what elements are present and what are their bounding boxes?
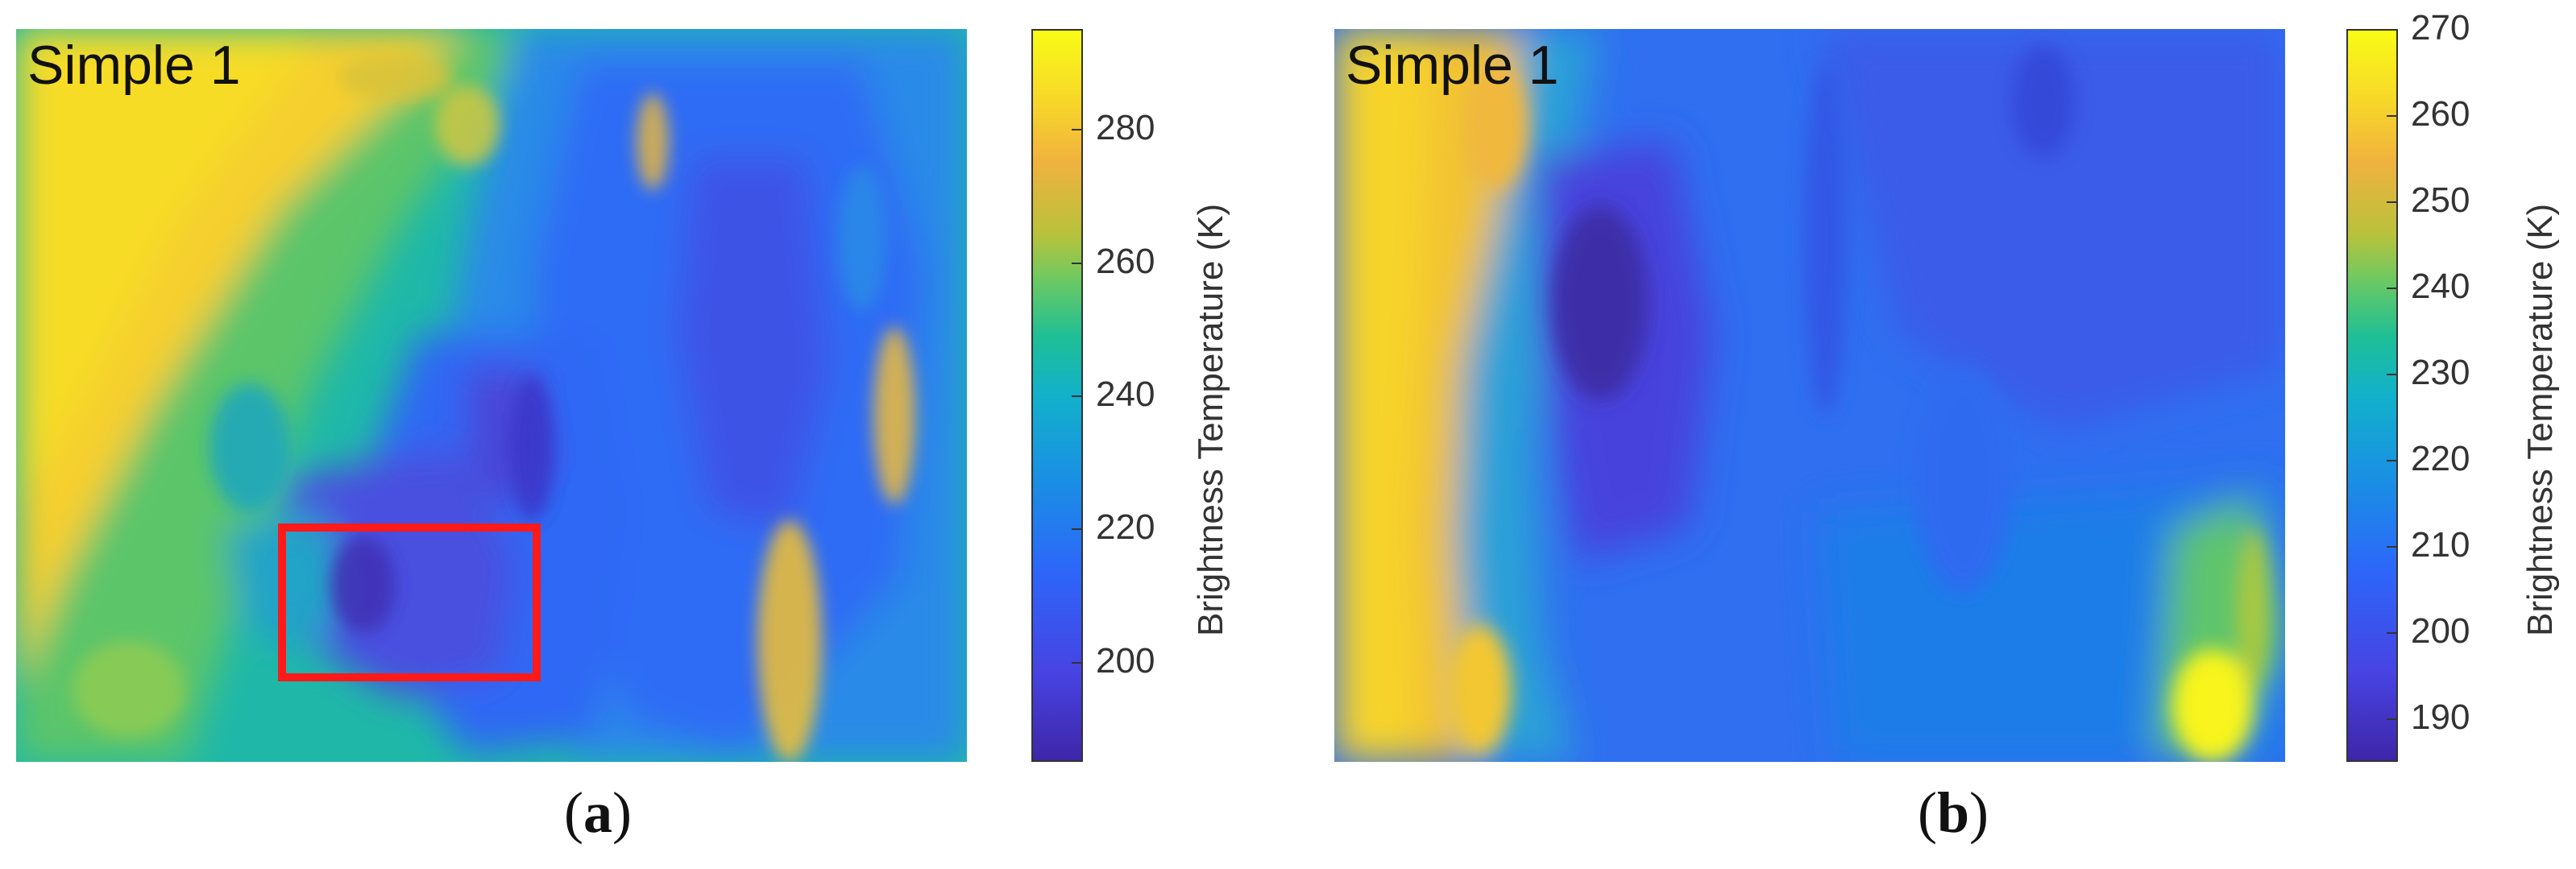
colorbar-b-tick-label: 270 — [2411, 8, 2470, 48]
panel-label-a: (a) — [564, 780, 632, 845]
colorbar-a-title: Brightness Temperature (K) — [1191, 203, 1230, 636]
colorbar-b-tick-mark — [2387, 201, 2398, 204]
colorbar-b-tick-label: 240 — [2411, 267, 2470, 307]
colorbar-a-tick-mark — [1072, 395, 1083, 397]
colorbar-b-tick-label: 230 — [2411, 353, 2470, 393]
colorbar-b-tick-mark — [2387, 718, 2398, 721]
colorbar-b-tick-mark — [2387, 546, 2398, 548]
colorbar-a-tick-mark — [1072, 262, 1083, 264]
colorbar-b-tick-label: 250 — [2411, 180, 2470, 221]
colorbar-a-tick-mark — [1072, 129, 1083, 131]
colorbar-b-tick-mark — [2387, 288, 2398, 290]
colorbar-b-tick-mark — [2387, 632, 2398, 635]
colorbar-b-tick-mark — [2387, 460, 2398, 462]
colorbar-b-tick-label: 210 — [2411, 525, 2470, 565]
colorbar-b-tick-label: 220 — [2411, 439, 2470, 479]
colorbar-b-tick-mark — [2387, 29, 2398, 31]
heatmap-b: Simple 1 — [1334, 29, 2285, 762]
colorbar-b-tick-label: 260 — [2411, 94, 2470, 134]
colorbar-a-tick-mark — [1072, 661, 1083, 664]
colorbar-b-tick-mark — [2387, 115, 2398, 118]
map-label-b: Simple 1 — [1346, 35, 1559, 96]
colorbar-a-tick-label: 260 — [1096, 241, 1155, 281]
colorbar-b-tick-label: 200 — [2411, 611, 2470, 652]
colorbar-a-tick-mark — [1072, 528, 1083, 531]
colorbar-a-tick-label: 220 — [1096, 507, 1155, 548]
panel-label-b: (b) — [1918, 780, 1989, 845]
colorbar-b-tick-mark — [2387, 374, 2398, 376]
heatmap-b-image — [1334, 29, 2285, 762]
panel-a: Simple 1 200 220 240 260 280 Brightness Temp… — [0, 0, 1273, 869]
panel-b: Simple 1 190 200 210 220 230 240 250 260 270 Bri… — [1289, 0, 2576, 869]
map-label-a: Simple 1 — [27, 35, 241, 96]
highlight-box — [278, 523, 541, 681]
colorbar-b-title: Brightness Temperature (K) — [2520, 203, 2560, 636]
colorbar-a-tick-label: 280 — [1096, 108, 1155, 148]
heatmap-a: Simple 1 — [16, 29, 967, 762]
colorbar-a-tick-label: 200 — [1096, 640, 1155, 681]
colorbar-b — [2346, 29, 2398, 762]
heatmap-a-image — [16, 29, 967, 762]
colorbar-a-tick-label: 240 — [1096, 374, 1155, 414]
colorbar-b-ramp — [2348, 31, 2396, 760]
colorbar-b-tick-label: 190 — [2411, 697, 2470, 738]
